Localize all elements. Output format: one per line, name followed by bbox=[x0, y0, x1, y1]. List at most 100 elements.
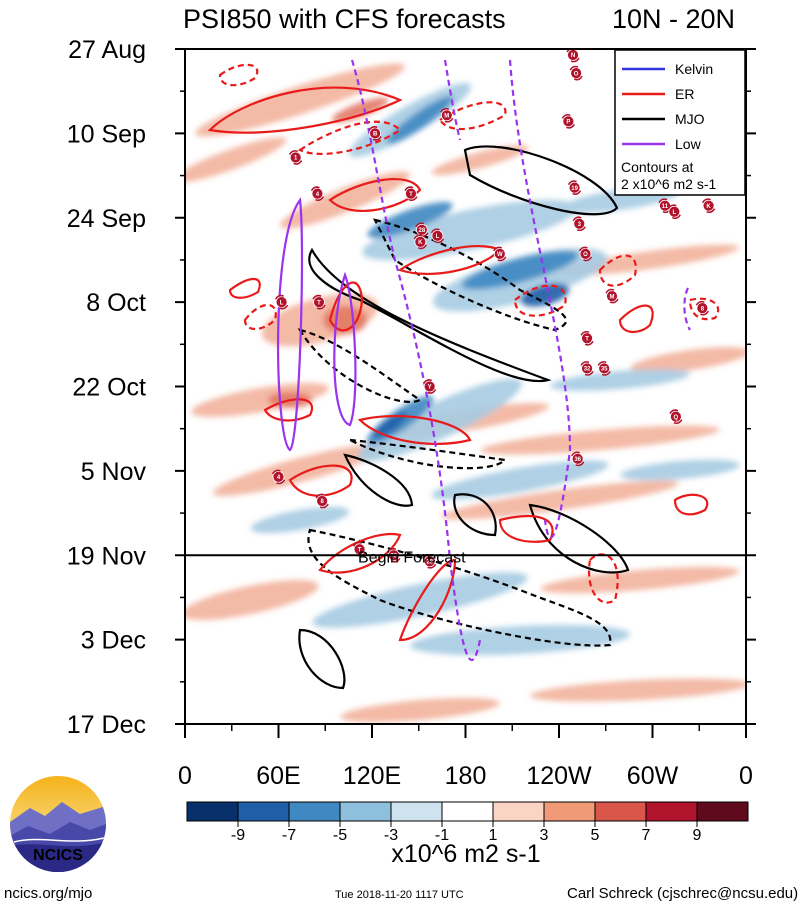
colorbar-swatch bbox=[186, 801, 239, 822]
mjo-contour-6 bbox=[298, 628, 346, 690]
legend-kelvin-label: Kelvin bbox=[675, 61, 713, 77]
storm-swirl bbox=[430, 228, 445, 244]
footer-site: ncics.org/mjo bbox=[4, 885, 92, 902]
low-contour-2 bbox=[333, 271, 357, 427]
storm-marker: Q bbox=[669, 409, 683, 424]
storm-label: P bbox=[566, 120, 570, 126]
storm-swirl bbox=[440, 107, 454, 123]
er-dashed-contour-1 bbox=[218, 63, 259, 87]
storm-swirl bbox=[561, 114, 575, 129]
er-dashed-contour-2 bbox=[297, 120, 402, 156]
storm-label: 4 bbox=[316, 192, 320, 198]
y-tick-label: 22 Oct bbox=[72, 374, 146, 402]
storm-symbol bbox=[571, 452, 584, 465]
storm-swirl bbox=[597, 361, 611, 376]
er-dashed-contour-3 bbox=[438, 101, 507, 131]
storm-swirl bbox=[571, 451, 585, 467]
storm-swirl bbox=[387, 547, 401, 563]
storm-marker: K bbox=[413, 234, 427, 250]
x-tick-label: 0 bbox=[739, 762, 753, 790]
mjo-contour-5 bbox=[528, 503, 630, 574]
storm-marker: 19 bbox=[567, 180, 582, 195]
storm-symbol bbox=[440, 109, 453, 122]
y-tick-label: 8 Oct bbox=[86, 289, 146, 317]
storm-label: M bbox=[609, 294, 614, 300]
storm-label: N bbox=[571, 53, 575, 59]
storm-swirl bbox=[312, 294, 326, 310]
storm-marker: 35 bbox=[597, 361, 611, 376]
storm-label: 28 bbox=[419, 228, 426, 234]
storm-label: O bbox=[574, 71, 579, 77]
storm-label: 1 bbox=[294, 156, 298, 162]
forecast-start-label: Begin Forecast bbox=[358, 549, 466, 566]
storm-swirl bbox=[569, 65, 583, 81]
x-tick-label: 0 bbox=[178, 762, 192, 790]
storm-swirl bbox=[493, 246, 507, 262]
storm-symbol bbox=[598, 362, 611, 375]
storm-swirl bbox=[572, 216, 586, 232]
er-contour-10 bbox=[398, 558, 457, 642]
colorbar-label: 3 bbox=[540, 827, 549, 844]
low-dashed-contour-2 bbox=[508, 59, 572, 539]
er-dashed-contour-6 bbox=[243, 304, 277, 331]
legend-mjo-label: MJO bbox=[675, 111, 705, 127]
storm-symbol bbox=[493, 248, 506, 260]
storm-swirl bbox=[310, 186, 325, 201]
footer-timestamp: Tue 2018-11-20 1117 UTC bbox=[335, 889, 464, 901]
low-dashed-contour-3 bbox=[443, 59, 462, 141]
colorbar-label: -7 bbox=[282, 827, 296, 844]
mjo-contour-4 bbox=[453, 493, 497, 537]
storm-marker: T bbox=[312, 294, 326, 310]
storm-marker: T bbox=[580, 330, 594, 346]
storm-symbol bbox=[570, 67, 583, 80]
colorbar-label: 7 bbox=[642, 827, 651, 844]
storm-label: 32 bbox=[584, 367, 591, 373]
colorbar-swatch bbox=[594, 801, 647, 822]
storm-symbol bbox=[562, 115, 575, 128]
x-tick-label: 60W bbox=[627, 762, 679, 790]
storm-marker: 8 bbox=[695, 300, 710, 316]
storm-swirl bbox=[413, 234, 427, 250]
storm-swirl bbox=[580, 361, 594, 376]
storm-label: 11 bbox=[662, 204, 669, 210]
storm-symbol bbox=[275, 296, 288, 309]
storm-swirl bbox=[580, 330, 594, 346]
storm-symbol bbox=[568, 181, 581, 194]
mjo-contour-1 bbox=[308, 247, 552, 383]
mjo-contour-2 bbox=[463, 145, 619, 216]
storm-symbol bbox=[606, 290, 618, 302]
mjo-dashed-contour-1 bbox=[372, 218, 568, 332]
legend-er-label: ER bbox=[675, 86, 694, 102]
y-tick-label: 27 Aug bbox=[68, 36, 146, 64]
storm-symbol bbox=[311, 187, 324, 200]
colorbar-label: 5 bbox=[591, 827, 600, 844]
colorbar-swatch bbox=[492, 801, 545, 822]
colorbar-label: -9 bbox=[231, 827, 245, 844]
storm-label: O bbox=[583, 252, 588, 258]
storm-swirl bbox=[605, 288, 619, 304]
storm-label: T bbox=[409, 192, 413, 198]
x-tick-label: 120E bbox=[343, 762, 401, 790]
legend-contour-interval: 2 x10^6 m2 s-1 bbox=[621, 176, 716, 192]
storm-label: 30 bbox=[390, 553, 397, 559]
storm-label: K bbox=[418, 240, 423, 246]
legend-low-label: Low bbox=[675, 136, 702, 152]
storm-marker: L bbox=[430, 228, 445, 244]
y-tick-label: 17 Dec bbox=[67, 711, 146, 739]
er-dashed-contour-5 bbox=[598, 254, 637, 287]
colorbar-label: -5 bbox=[333, 827, 347, 844]
storm-symbol bbox=[414, 235, 427, 248]
y-tick-label: 3 Dec bbox=[81, 627, 146, 655]
logo-text: NCICS bbox=[33, 847, 83, 864]
storm-marker: W bbox=[493, 246, 507, 262]
storm-swirl bbox=[404, 186, 418, 201]
colorbar-swatch bbox=[237, 801, 290, 822]
x-tick-label: 120W bbox=[526, 762, 592, 790]
legend-contour-note: Contours at bbox=[621, 159, 693, 175]
storm-swirl bbox=[271, 469, 286, 485]
storm-label: M bbox=[444, 113, 449, 119]
storm-label: 3 bbox=[578, 222, 582, 228]
storm-swirl bbox=[701, 198, 716, 214]
storm-swirl bbox=[695, 300, 710, 316]
